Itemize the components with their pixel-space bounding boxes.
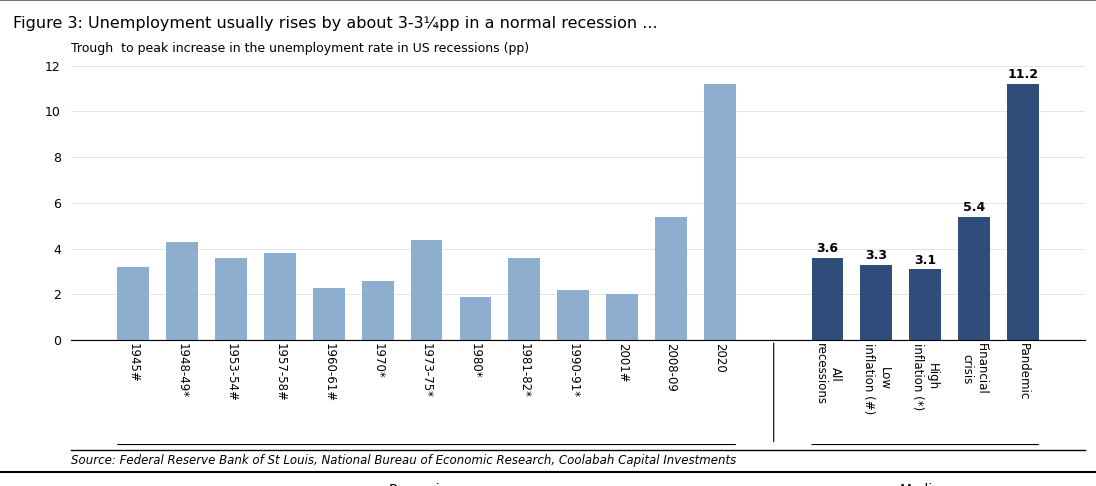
Bar	[812, 258, 844, 340]
Bar	[655, 217, 687, 340]
Text: Median: Median	[900, 483, 950, 486]
Bar	[312, 288, 344, 340]
Bar	[558, 290, 590, 340]
Bar	[606, 295, 638, 340]
Text: 3.6: 3.6	[817, 242, 838, 255]
Bar	[958, 217, 990, 340]
Bar	[411, 240, 443, 340]
Text: 5.4: 5.4	[963, 201, 985, 214]
Bar	[704, 84, 735, 340]
Bar	[1007, 84, 1039, 340]
Bar	[215, 258, 247, 340]
Bar	[860, 265, 892, 340]
Bar	[910, 269, 941, 340]
Bar	[509, 258, 540, 340]
Text: 11.2: 11.2	[1007, 68, 1039, 81]
Bar	[117, 267, 149, 340]
Bar	[167, 242, 198, 340]
Text: Recessions: Recessions	[388, 483, 465, 486]
Text: Trough  to peak increase in the unemployment rate in US recessions (pp): Trough to peak increase in the unemploym…	[71, 42, 529, 54]
Text: 3.1: 3.1	[914, 254, 936, 266]
Bar	[362, 281, 393, 340]
Text: Figure 3: Unemployment usually rises by about 3-3¼pp in a normal recession ...: Figure 3: Unemployment usually rises by …	[13, 16, 658, 31]
Bar	[459, 297, 491, 340]
Text: Source: Federal Reserve Bank of St Louis, National Bureau of Economic Research, : Source: Federal Reserve Bank of St Louis…	[71, 454, 737, 468]
Text: 3.3: 3.3	[866, 249, 888, 262]
Bar	[264, 253, 296, 340]
